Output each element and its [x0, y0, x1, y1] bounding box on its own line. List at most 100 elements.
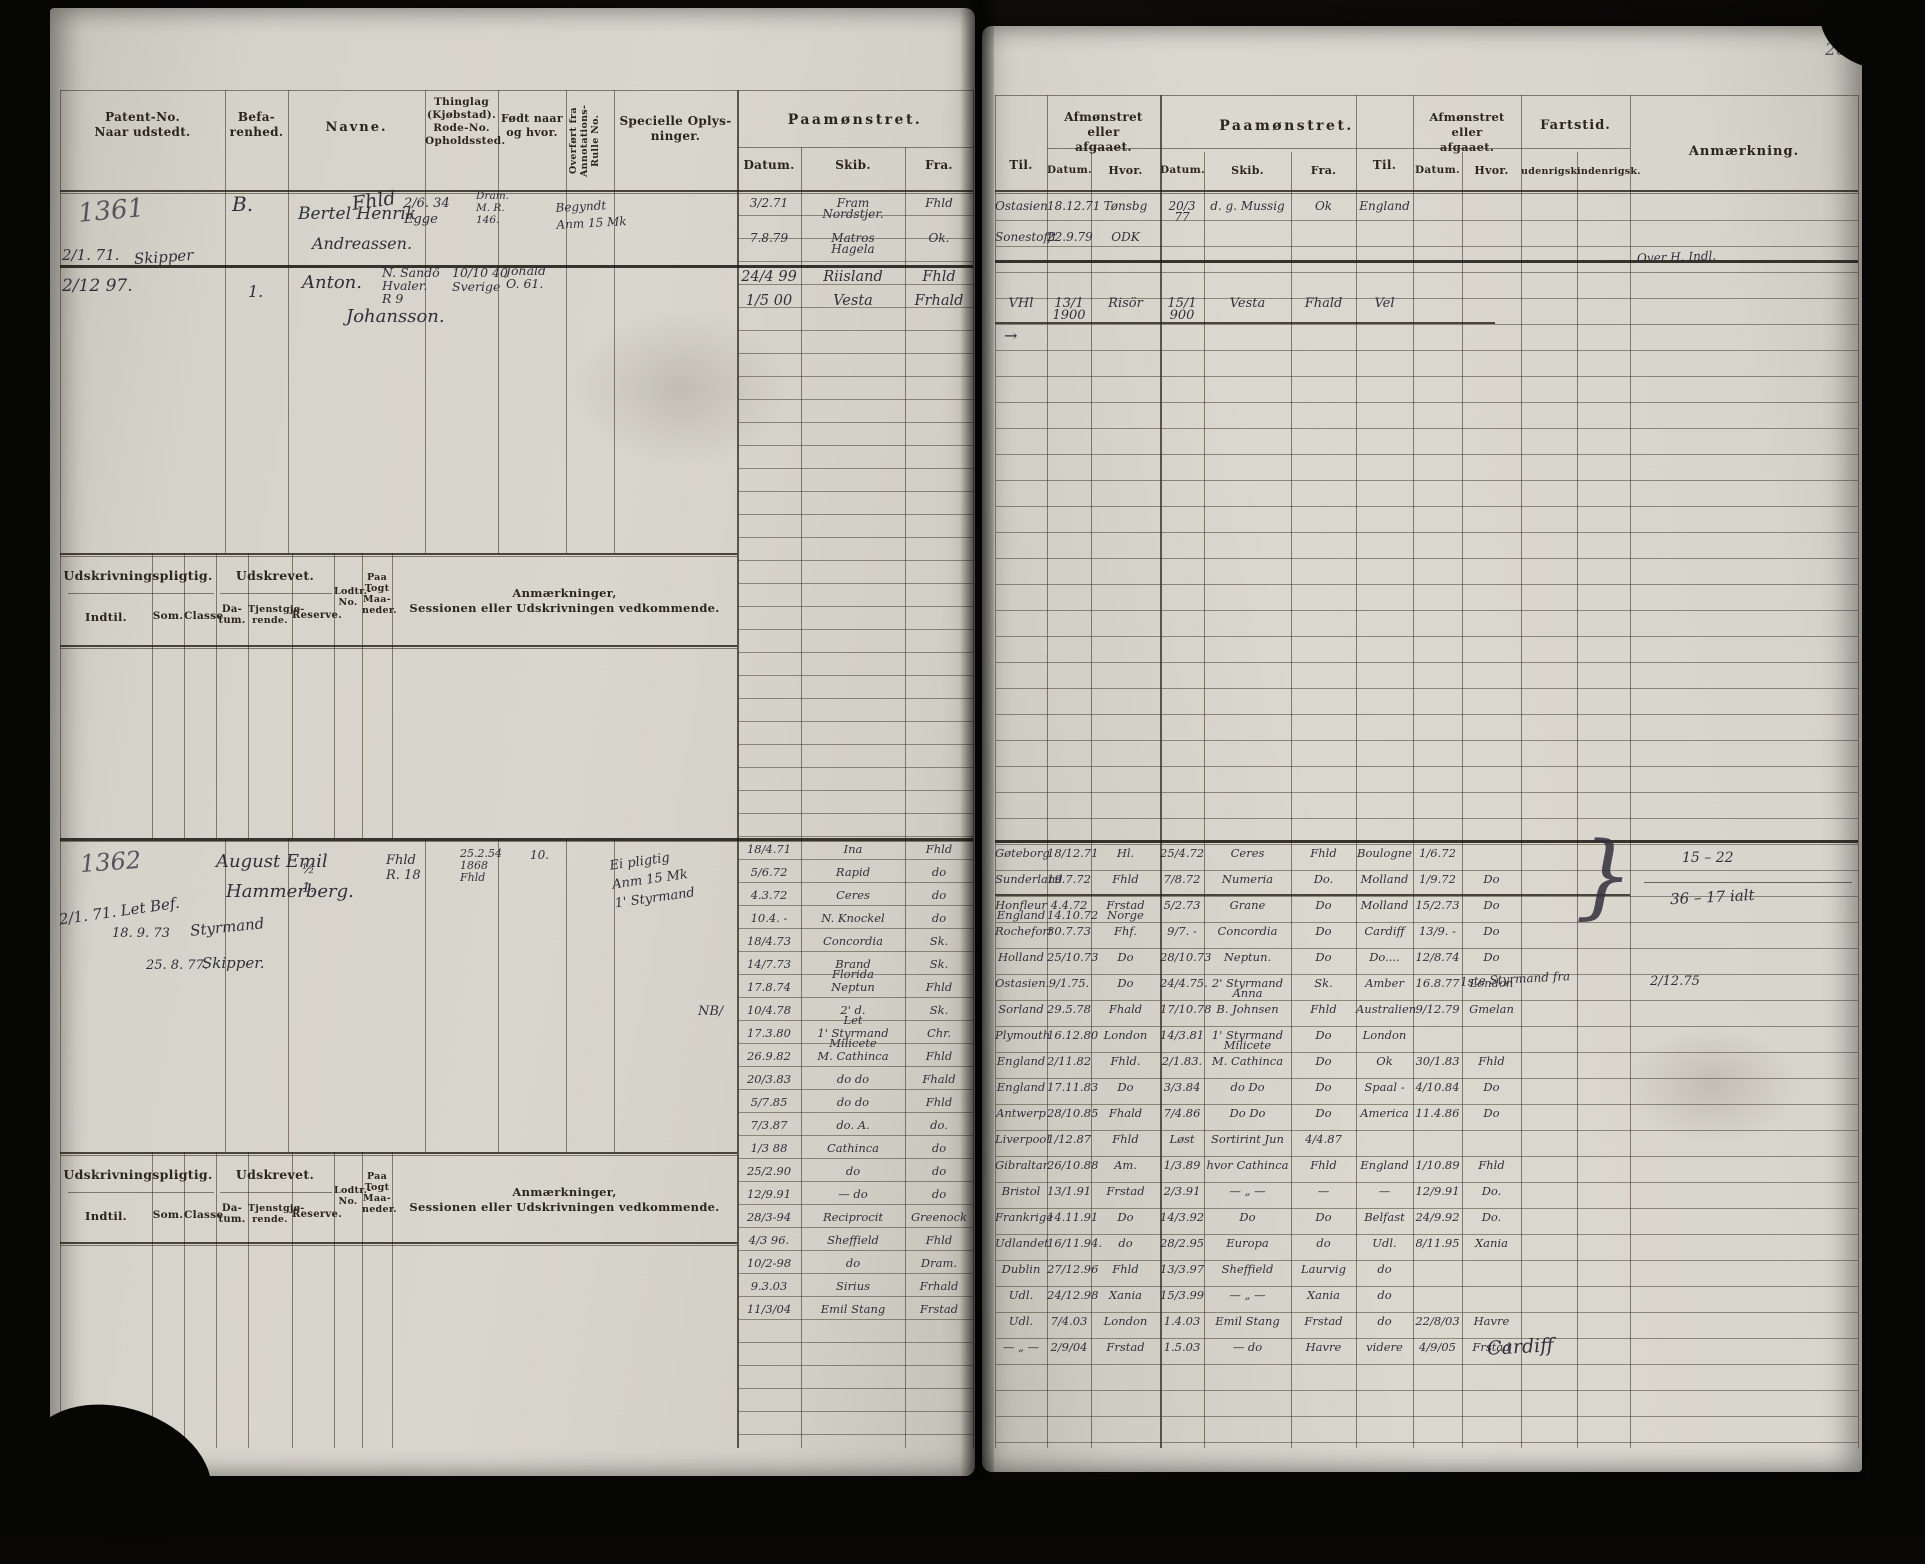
cell-hvor: Frstad Norge [1106, 898, 1145, 922]
muster-skib: Ina [843, 842, 863, 856]
col-header-tjenstgjorende: Tjenstgjø- rende. [248, 604, 305, 626]
register-row: VHl 13/1 1900 Risör 15/1 900 Vesta Fhald… [995, 294, 1858, 323]
cell-p-skib: M. Cathinca [1211, 1054, 1284, 1068]
col-header-fodt: Født naar og hvor. [501, 112, 563, 139]
cell-hvor: Frstad [1106, 1184, 1145, 1198]
muster-datum: 4/3 96. [748, 1233, 790, 1247]
cell-til: Gøteborg [995, 846, 1050, 860]
cell-p-til: London [1362, 1028, 1407, 1042]
cell-p-fra: Havre [1305, 1340, 1342, 1354]
cell-til: Sonestofft [995, 230, 1057, 244]
cell-fart-udenrigsk [1521, 1130, 1577, 1156]
cell-p-skib: B. Johnsen [1216, 1002, 1279, 1016]
cell-p-skib: Numeria [1221, 872, 1274, 886]
cell-p-til: Molland [1360, 872, 1409, 886]
cell-datum: 30.7.73 [1047, 924, 1091, 938]
cell-p-fra: Do [1315, 1028, 1332, 1042]
muster-fra: do. [930, 1118, 948, 1132]
muster-fra: Fhld [925, 980, 953, 994]
name-line2-1361: Andreassen. [312, 234, 413, 253]
muster-datum: 18/4.73 [746, 934, 792, 948]
cell-til: Rochefort [995, 924, 1053, 938]
col-header-tjenstgjorende-2: Tjenstgjø- rende. [248, 1203, 305, 1225]
register-row: Udl. 7/4.03 London 1.4.03 Emil Stang Frs… [995, 1312, 1858, 1338]
cell-a-datum: 30/1.83 [1415, 1054, 1460, 1068]
muster-datum: 4.3.72 [750, 888, 788, 902]
col-header-reserve: Reserve. [292, 610, 342, 621]
muster-fra: Fhald [922, 1072, 956, 1086]
group-header-udskrivningspligtig: Udskrivningspligtig. [63, 568, 213, 583]
muster-fra: Frhald [914, 293, 964, 309]
cell-hvor: Hl. [1116, 846, 1135, 860]
muster-skib: Sheffield [827, 1233, 879, 1247]
register-row: Ostasien 18.12.71 Tønsbg 20/3 77 d. g. M… [995, 197, 1858, 228]
cell-p-datum [1160, 228, 1204, 259]
muster-fra: do [931, 1141, 947, 1155]
cell-a-hvor [1462, 1130, 1521, 1156]
cell-datum: 13/1 1900 [1052, 296, 1086, 323]
cell-fart-udenrigsk [1521, 1104, 1577, 1130]
cell-fart-indenrigsk [1577, 1156, 1630, 1182]
register-row: Frankrige 14.11.91 Do 14/3.92 Do Do Belf… [995, 1208, 1858, 1234]
column-line [498, 838, 499, 1152]
column-line [425, 838, 426, 1152]
cell-p-skib: — do [1232, 1340, 1263, 1354]
mid-header-bottom2 [60, 648, 737, 649]
muster-fra: Chr. [926, 1026, 952, 1040]
cell-datum: 19.7.72 [1047, 872, 1091, 886]
column-line [225, 838, 226, 1152]
cell-a-datum: 13/9. - [1418, 924, 1457, 938]
cell-a-datum [1413, 1026, 1462, 1052]
cell-datum: 18.12.71 [1047, 199, 1101, 213]
muster-datum: 1/5 00 [745, 293, 793, 309]
muster-fra: do [931, 1164, 947, 1178]
cell-hvor: ODK [1111, 230, 1140, 244]
nb-note-1362: NB/ [698, 1004, 724, 1019]
register-row: England 17.11.83 Do 3/3.84 do Do Do Spaa… [995, 1078, 1858, 1104]
muster-fra: Greenock [910, 1210, 968, 1224]
muster-row: 9.3.03 Sirius Frhald [737, 1279, 973, 1302]
cell-p-fra: Do [1315, 1054, 1332, 1068]
fodt-anton: 10/10 40 Sverige [452, 265, 508, 294]
muster-row: 25/2.90 do do [737, 1164, 973, 1187]
cell-a-hvor: Havre [1473, 1314, 1510, 1328]
cell-hvor: Do [1117, 950, 1134, 964]
group-underline [68, 1192, 214, 1193]
cell-p-fra: Do. [1313, 872, 1334, 886]
cell-p-datum: 17/10.78 [1160, 1002, 1212, 1016]
cell-til: Udl. [1008, 1288, 1034, 1302]
cell-hvor: Fhald [1108, 1106, 1143, 1120]
cell-p-til: Udl. [1372, 1236, 1397, 1250]
fodt-1362: 25.2.54 1868 Fhld [460, 847, 502, 884]
muster-row: 28/3-94 Reciprocit Greenock [737, 1210, 973, 1233]
col-header-paa-togt-2: Paa Togt Maa- neder. [362, 1171, 397, 1215]
cell-p-til [1356, 1130, 1413, 1156]
cell-p-skib: Do [1239, 1210, 1256, 1224]
mid-column-line [152, 1152, 153, 1448]
cell-p-skib: Vesta [1229, 296, 1266, 311]
cell-p-skib: Neptun. [1223, 950, 1272, 964]
cell-fart-udenrigsk [1521, 1026, 1577, 1052]
cell-til: Udlandet [995, 1236, 1049, 1250]
fodt-1361: 2/6. 34 Egge [404, 196, 450, 227]
cell-til: — „ — [1002, 1340, 1040, 1354]
cell-fart-indenrigsk [1577, 197, 1630, 228]
muster-datum: 18/4.71 [746, 842, 792, 856]
entry-divider2 [60, 841, 973, 842]
group-underline [1047, 148, 1160, 149]
cell-til: Plymouth [995, 1028, 1051, 1042]
muster-datum: 10/4.78 [746, 1003, 792, 1017]
column-line [566, 838, 567, 1152]
cell-p-fra: do [1316, 1236, 1331, 1250]
register-row: Sunderland 19.7.72 Fhld 7/8.72 Numeria D… [995, 870, 1858, 896]
muster-skib: Concordia [823, 934, 883, 948]
cell-a-datum [1413, 1260, 1462, 1286]
cell-p-skib: hvor Cathinca [1206, 1158, 1289, 1172]
muster-row: 26.9.82 M. Cathinca Fhld [737, 1049, 973, 1072]
cell-p-skib: Do Do [1229, 1106, 1266, 1120]
cell-datum: 2/11.82 [1047, 1054, 1092, 1068]
cell-datum: 16/11.94. [1047, 1236, 1103, 1250]
cell-p-datum: 7/8.72 [1163, 872, 1201, 886]
cell-fart-indenrigsk [1577, 974, 1630, 1000]
muster-row: 7/3.87 do. A. do. [737, 1118, 973, 1141]
